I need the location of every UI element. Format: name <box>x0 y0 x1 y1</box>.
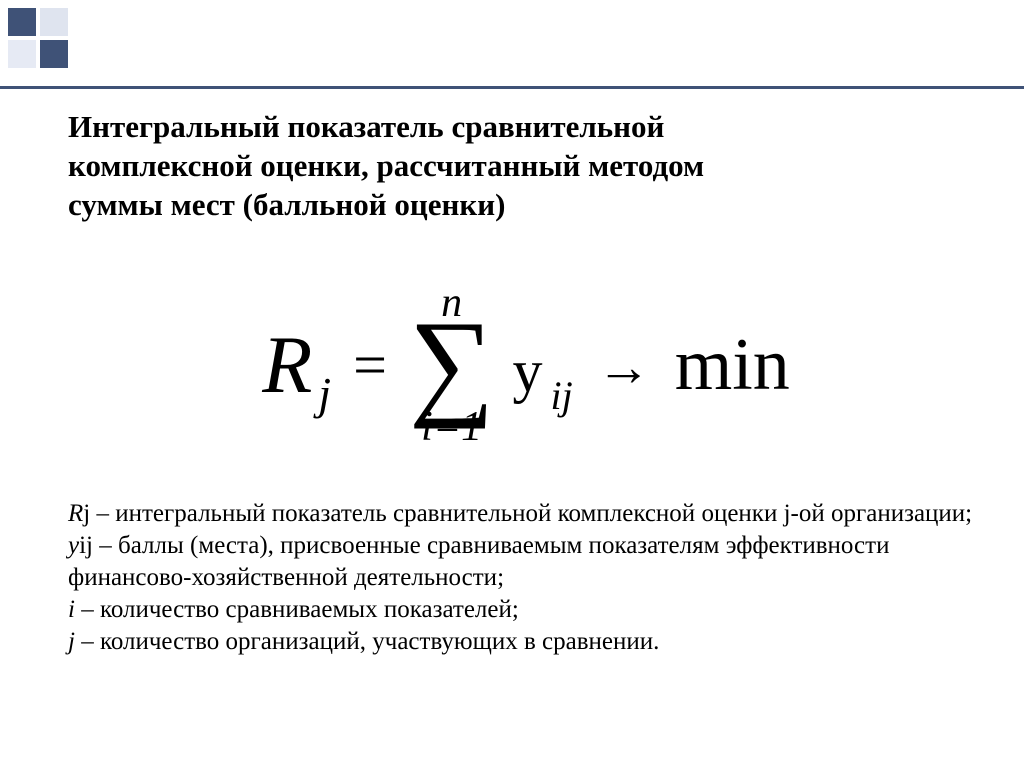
slide-content: Интегральный показатель сравнительной ко… <box>68 108 984 658</box>
sigma-block: n ∑ i=1 <box>409 282 495 448</box>
legend-symbol: у <box>68 532 79 559</box>
legend-row: j – количество организаций, участвующих … <box>68 626 984 658</box>
slide-title: Интегральный показатель сравнительной ко… <box>68 108 984 224</box>
legend-text: – количество сравниваемых показателей; <box>75 596 519 623</box>
legend: Rj – интегральный показатель сравнительн… <box>68 498 984 658</box>
formula-lhs-symbol: R <box>262 318 312 412</box>
sigma-symbol: ∑ <box>409 318 495 408</box>
sigma-lower-limit: i=1 <box>421 406 482 448</box>
header-bar <box>0 86 1024 89</box>
legend-text: – интегральный показатель сравнительной … <box>90 500 972 527</box>
legend-symbol: j <box>68 628 75 655</box>
formula-equals: = <box>353 331 387 400</box>
title-line: комплексной оценки, рассчитанный методом <box>68 147 984 186</box>
legend-symbol: i <box>68 596 75 623</box>
arrow-icon: → <box>597 336 651 398</box>
formula-target: min <box>675 323 790 408</box>
title-line: Интегральный показатель сравнительной <box>68 108 984 147</box>
deco-square <box>72 8 90 36</box>
deco-square <box>40 8 68 36</box>
legend-text: – баллы (места), присвоенные сравниваемы… <box>68 532 889 591</box>
sum-variable-subscript: ij <box>550 372 572 419</box>
formula: R j = n ∑ i=1 у ij → min <box>262 282 790 448</box>
formula-container: R j = n ∑ i=1 у ij → min <box>68 282 984 448</box>
legend-row: уij – баллы (места), присвоенные сравнив… <box>68 530 984 594</box>
legend-symbol: R <box>68 500 83 527</box>
legend-row: Rj – интегральный показатель сравнительн… <box>68 498 984 530</box>
legend-row: i – количество сравниваемых показателей; <box>68 594 984 626</box>
sum-variable: у <box>512 337 542 406</box>
deco-square <box>72 40 90 68</box>
deco-square <box>8 8 36 36</box>
legend-text: – количество организаций, участвующих в … <box>75 628 659 655</box>
formula-lhs-subscript: j <box>318 367 331 420</box>
deco-square <box>40 40 68 68</box>
title-line: суммы мест (балльной оценки) <box>68 186 984 225</box>
deco-square <box>8 40 36 68</box>
corner-decoration <box>8 8 90 90</box>
legend-subscript: ij <box>79 532 93 559</box>
